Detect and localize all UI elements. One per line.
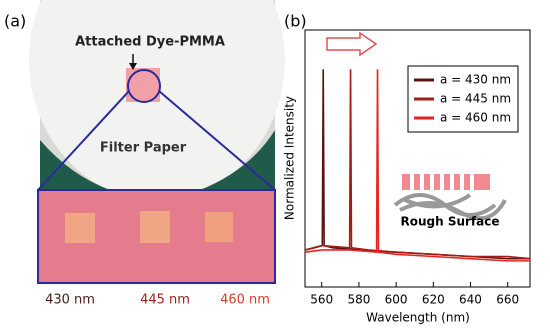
- line-series: [304, 69, 531, 260]
- inset-grating: [402, 174, 490, 190]
- legend-box: [407, 65, 519, 133]
- sample-square: [65, 213, 95, 243]
- y-axis-label: Normalized Intensity: [283, 96, 297, 220]
- sample-label: 460 nm: [220, 293, 270, 308]
- x-tick-label: 560: [310, 293, 333, 307]
- plot-frame: [304, 29, 531, 288]
- legend-label: a = 430 nm: [440, 73, 511, 87]
- sample-label: 430 nm: [45, 293, 95, 308]
- panel-label: (b): [284, 12, 307, 31]
- annotation: Attached Dye-PMMA: [75, 35, 225, 50]
- paper-label: Filter Paper: [100, 141, 187, 156]
- x-tick-label: 640: [459, 293, 482, 307]
- background-green: [40, 140, 110, 190]
- inset: Rough Surface: [393, 174, 507, 229]
- rough-surface: [393, 193, 507, 221]
- sample-label: 445 nm: [140, 293, 190, 308]
- line-series: [304, 69, 530, 262]
- zoom-line: [158, 90, 276, 191]
- legend-label: a = 445 nm: [440, 92, 511, 106]
- legend-label: a = 460 nm: [440, 111, 511, 125]
- x-tick-label: 600: [385, 293, 408, 307]
- zoom-line: [37, 90, 130, 191]
- sample-square: [140, 211, 170, 243]
- x-tick-label: 620: [422, 293, 445, 307]
- x-axis-label: Wavelength (nm): [366, 311, 470, 325]
- arrow-head: [129, 63, 137, 70]
- x-tick-label: 660: [496, 293, 519, 307]
- inset-slits: [410, 174, 474, 190]
- sample-square: [205, 212, 233, 242]
- panel-label: (a): [4, 12, 26, 31]
- x-tick-label: 580: [347, 293, 370, 307]
- inset-label: Rough Surface: [400, 215, 499, 229]
- shift-arrow: [326, 31, 378, 57]
- zoom-circle: [127, 69, 161, 103]
